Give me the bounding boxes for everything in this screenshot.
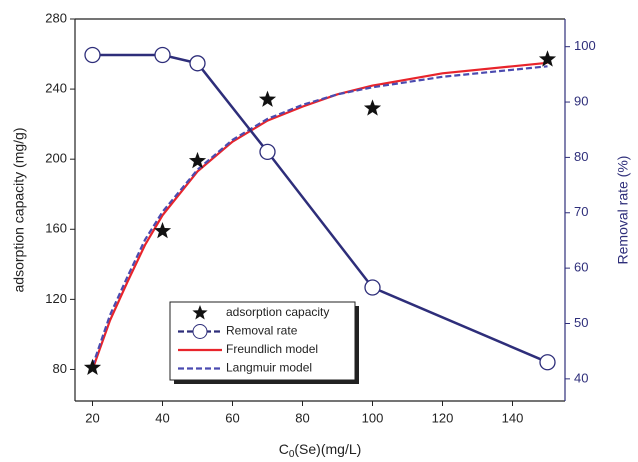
marker	[154, 46, 171, 64]
y2-tick-label: 50	[574, 315, 588, 330]
y-tick-label: 280	[45, 10, 67, 25]
x-tick-label: 40	[155, 410, 169, 425]
legend-label: adsorption capacity	[226, 305, 329, 319]
marker	[538, 50, 557, 67]
y2-tick-label: 40	[574, 370, 588, 385]
legend-marker	[192, 305, 208, 320]
marker	[83, 358, 102, 375]
y-tick-label: 80	[53, 361, 67, 376]
x-title-rest: (Se)(mg/L)	[294, 441, 361, 457]
y2-tick-label: 60	[574, 260, 588, 275]
x-tick-label: 140	[502, 410, 524, 425]
y2-tick-label: 90	[574, 93, 588, 108]
marker	[188, 151, 207, 169]
y-tick-label: 200	[45, 151, 67, 166]
y-axis-title: adsorption capacity (mg/g)	[11, 128, 27, 293]
series-line	[92, 53, 548, 364]
y-tick-label: 120	[45, 291, 67, 306]
legend-label: Removal rate	[226, 324, 298, 338]
x-axis-title: C0(Se)(mg/L)	[279, 441, 362, 460]
legend-label: Freundlich model	[226, 342, 318, 356]
marker	[363, 99, 382, 116]
legend-marker	[192, 324, 208, 339]
marker	[153, 222, 172, 239]
y2-tick-label: 100	[574, 38, 596, 53]
y2-axis-title: Removal rate (%)	[615, 156, 631, 265]
x-tick-label: 80	[295, 410, 309, 425]
marker	[539, 354, 556, 371]
x-title-main: C	[279, 441, 289, 457]
marker	[258, 90, 277, 107]
y2-tick-label: 80	[574, 149, 588, 164]
y-tick-label: 240	[45, 81, 67, 96]
x-tick-label: 120	[432, 410, 454, 425]
marker	[84, 46, 101, 64]
x-tick-label: 60	[225, 410, 239, 425]
legend-label: Langmuir model	[226, 361, 312, 375]
marker	[259, 143, 276, 161]
marker	[189, 55, 206, 72]
x-tick-label: 100	[362, 410, 384, 425]
y-tick-label: 160	[45, 221, 67, 236]
x-title-sub: 0	[289, 449, 295, 460]
marker	[364, 279, 381, 296]
y2-tick-label: 70	[574, 204, 588, 219]
x-tick-label: 20	[85, 410, 99, 425]
